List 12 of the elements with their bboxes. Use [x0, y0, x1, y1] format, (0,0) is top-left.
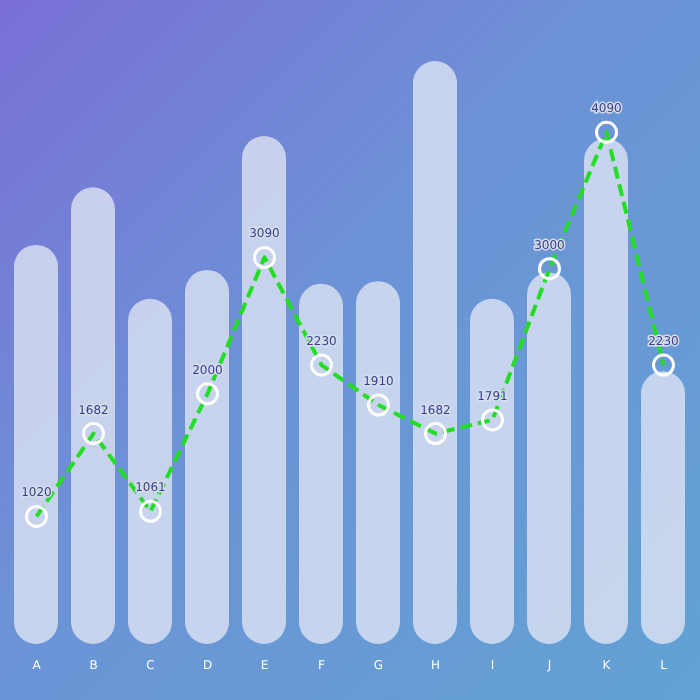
bar: [356, 281, 400, 644]
bar: [641, 371, 685, 644]
bar: [299, 283, 343, 644]
bar: [14, 244, 58, 644]
bar: [584, 138, 628, 644]
bar: [185, 269, 229, 644]
bar: [470, 298, 514, 644]
bar: [128, 298, 172, 644]
bar: [527, 272, 571, 644]
bar: [71, 187, 115, 644]
bar: [242, 136, 286, 644]
bar: [413, 61, 457, 644]
